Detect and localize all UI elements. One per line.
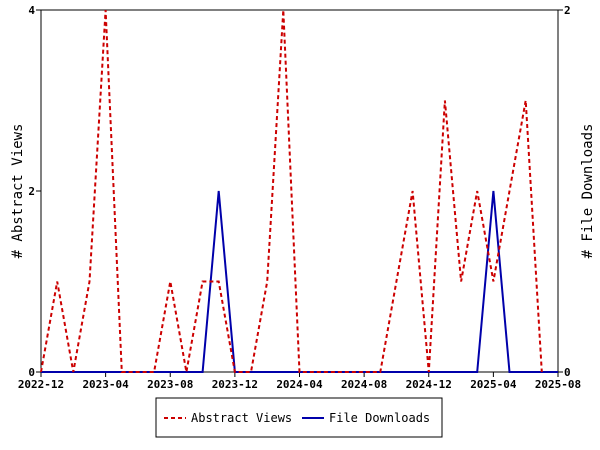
- y-left-tick-label: 0: [28, 366, 35, 379]
- x-tick-label: 2025-08: [535, 378, 581, 391]
- y-right-tick-label: 0: [564, 366, 571, 379]
- y-axis-right-title: # File Downloads: [580, 124, 596, 259]
- legend-box: [155, 397, 443, 438]
- x-tick-label: 2024-08: [341, 378, 387, 391]
- y-axis-left-title: # Abstract Views: [10, 124, 26, 259]
- legend-label-file-downloads: File Downloads: [329, 411, 430, 425]
- legend: Abstract Views File Downloads: [155, 397, 443, 438]
- series-lines: [40, 9, 558, 373]
- y-axis-left: 0 2 4: [28, 4, 41, 379]
- x-tick-label: 2023-12: [212, 378, 258, 391]
- y-right-tick-label: 2: [564, 4, 571, 17]
- x-tick-label: 2023-04: [82, 378, 129, 391]
- legend-label-abstract-views: Abstract Views: [191, 411, 292, 425]
- series-line-abstract-views: [40, 9, 543, 373]
- y-left-tick-label: 4: [28, 4, 35, 17]
- x-tick-label: 2025-04: [470, 378, 517, 391]
- x-tick-label: 2024-04: [276, 378, 323, 391]
- y-axis-right: 02: [558, 4, 571, 379]
- x-tick-label: 2024-12: [406, 378, 452, 391]
- x-axis: 2022-12 2023-04 2023-08 2023-12 2024-04 2024-…: [18, 372, 581, 391]
- y-left-tick-label: 2: [28, 185, 35, 198]
- x-tick-label: 2023-08: [147, 378, 193, 391]
- x-tick-label: 2022-12: [18, 378, 64, 391]
